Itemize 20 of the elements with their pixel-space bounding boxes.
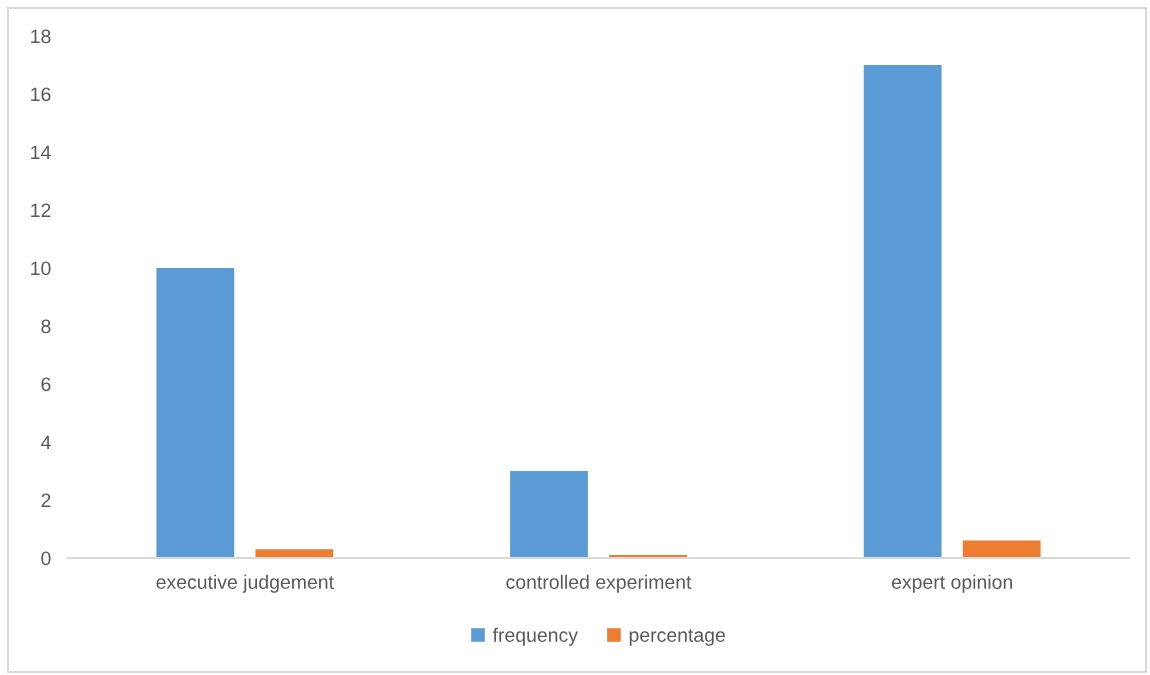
x-tick-label: expert opinion [891, 574, 1012, 593]
y-tick-label: 18 [31, 29, 51, 44]
y-tick-label: 0 [41, 551, 51, 566]
legend-label: frequency [492, 627, 578, 646]
x-tick-label: executive judgement [156, 574, 334, 593]
legend-label: percentage [629, 629, 725, 646]
y-tick-label: 10 [31, 261, 51, 276]
y-tick-label: 8 [41, 319, 51, 334]
bar [255, 549, 334, 558]
bar [962, 540, 1041, 558]
bar [863, 65, 942, 558]
bar [510, 471, 588, 558]
y-tick-label: 12 [31, 203, 51, 218]
y-tick-label: 16 [31, 87, 51, 102]
y-tick-label: 6 [41, 377, 51, 392]
y-tick-label: 4 [40, 435, 51, 450]
y-tick-label: 2 [41, 493, 51, 508]
y-tick-label: 14 [31, 145, 51, 160]
bar [156, 268, 235, 558]
x-tick-label: controlled experiment [506, 574, 692, 593]
